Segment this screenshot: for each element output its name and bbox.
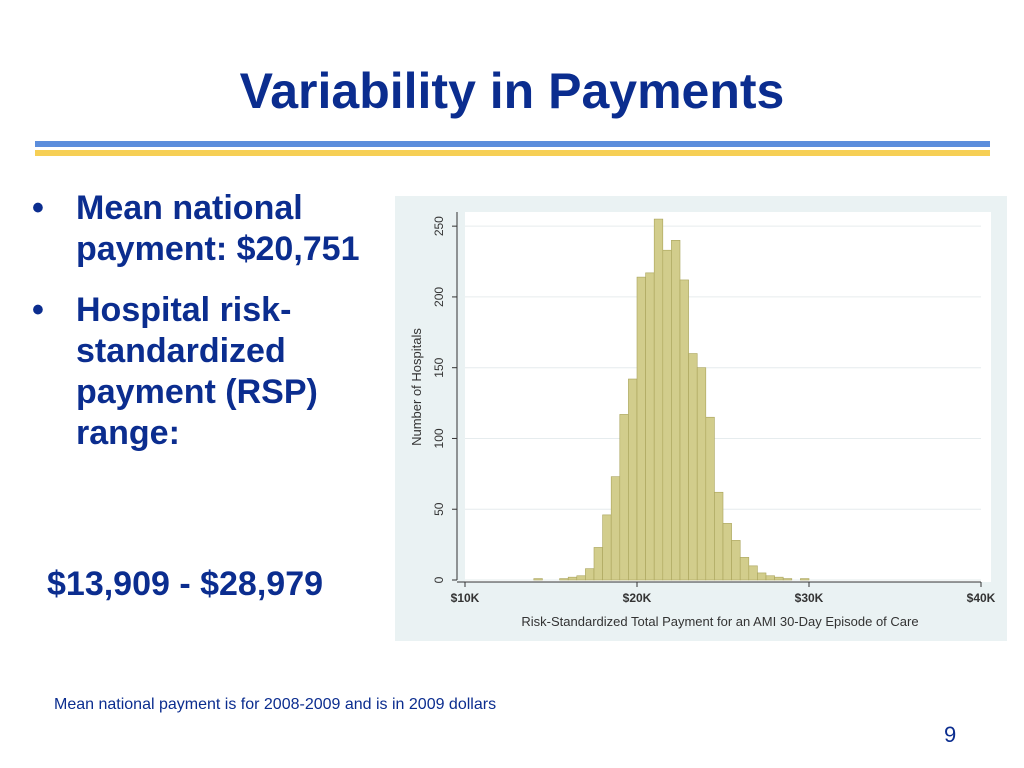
histogram-bar [645,272,655,581]
histogram-bar [782,578,793,581]
title-rule-blue [35,141,990,147]
histogram-bar [696,367,707,581]
y-axis-label: Number of Hospitals [409,328,424,446]
histogram-bar [585,568,595,581]
histogram-bar [619,414,629,581]
x-tick-label: $10K [451,591,480,605]
histogram-bar [662,249,672,581]
histogram-bar [602,514,612,581]
bullet-dot-icon: • [32,189,44,227]
bullet-dot-icon: • [32,291,44,329]
rsp-range: $13,909 - $28,979 [47,565,324,603]
y-tick-label: 100 [432,428,446,448]
histogram-bar [671,240,681,581]
x-axis-label: Risk-Standardized Total Payment for an A… [521,614,918,629]
histogram-bar [800,578,810,581]
y-tick-label: 0 [432,576,446,583]
histogram-bar [739,557,750,581]
x-tick-label: $30K [795,591,824,605]
histogram-bar [774,576,784,581]
histogram-bar [757,572,767,581]
y-tick-label: 200 [432,287,446,307]
bullet-item: • Mean national payment: $20,751 [30,188,390,270]
histogram-bar [559,578,569,581]
x-axis-ticks: $10K $20K $30K $40K [451,582,996,605]
histogram-bar [628,378,638,581]
histogram-bar [748,565,758,581]
x-tick-label: $20K [623,591,652,605]
bullet-text: Mean national payment: $20,751 [76,189,360,268]
histogram-bar [636,276,646,581]
histogram-bar [688,353,698,581]
histogram-bar [593,547,603,581]
page-number: 9 [944,722,957,747]
y-tick-label: 250 [432,216,446,236]
histogram-bar [731,540,741,581]
slide-title: Variability in Payments [239,63,785,119]
histogram-chart: 0 50 100 150 200 250 $10K $20K $30K $40K Number … [395,196,1007,641]
histogram-bar [679,279,689,581]
histogram-bar [610,476,621,581]
histogram-bar [765,575,775,581]
y-axis-ticks: 0 50 100 150 200 250 [432,216,457,583]
title-rule-gold [35,150,990,156]
footnote: Mean national payment is for 2008-2009 a… [54,696,497,713]
x-tick-label: $40K [967,591,996,605]
bullet-text: Hospital risk-standardized payment (RSP)… [76,291,318,452]
histogram-bar [714,491,724,581]
histogram-bar [722,523,732,581]
histogram-bar [653,218,664,581]
histogram-bar [567,576,578,581]
y-tick-label: 50 [432,502,446,516]
histogram-bar [533,578,543,581]
histogram-bar [576,575,586,581]
bullet-item: • Hospital risk-standardized payment (RS… [30,290,390,454]
bullet-list: • Mean national payment: $20,751 • Hospi… [30,188,390,474]
histogram-bars [533,218,810,581]
histogram-svg: 0 50 100 150 200 250 $10K $20K $30K $40K Number … [395,196,1007,641]
histogram-bar [705,416,715,581]
y-tick-label: 150 [432,357,446,377]
plot-area [465,212,991,582]
axes [456,212,981,583]
